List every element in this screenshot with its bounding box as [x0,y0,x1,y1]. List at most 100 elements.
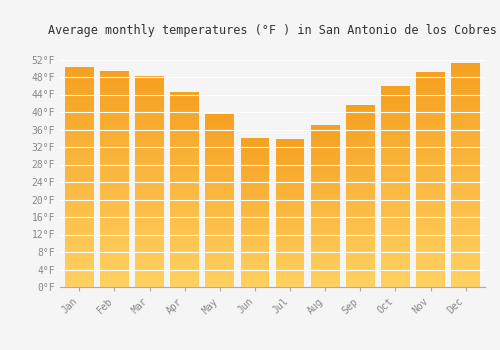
Bar [416,189,445,190]
Bar [416,197,445,198]
Bar [276,243,304,244]
Bar [381,196,410,197]
Bar [65,248,94,250]
Bar [276,221,304,222]
Bar [170,244,199,245]
Bar [452,148,480,149]
Bar [135,98,164,99]
Bar [240,157,270,158]
Bar [240,187,270,188]
Bar [346,226,374,227]
Bar [206,214,234,215]
Bar [452,87,480,88]
Bar [206,187,234,188]
Bar [381,277,410,278]
Bar [170,282,199,283]
Bar [381,151,410,152]
Bar [100,140,129,141]
Bar [100,163,129,164]
Bar [381,232,410,233]
Bar [206,226,234,227]
Bar [100,189,129,190]
Bar [276,248,304,249]
Bar [170,223,199,224]
Title: Average monthly temperatures (°F ) in San Antonio de los Cobres: Average monthly temperatures (°F ) in Sa… [48,24,497,37]
Bar [100,243,129,244]
Bar [452,149,480,150]
Bar [311,157,340,158]
Bar [346,165,374,166]
Bar [206,225,234,226]
Bar [381,231,410,232]
Bar [100,215,129,216]
Bar [311,202,340,203]
Bar [206,273,234,274]
Bar [170,200,199,201]
Bar [452,222,480,223]
Bar [206,143,234,144]
Bar [416,176,445,177]
Bar [135,153,164,154]
Bar [276,218,304,219]
Bar [452,271,480,272]
Bar [416,118,445,119]
Bar [135,232,164,233]
Bar [452,132,480,133]
Bar [416,130,445,131]
Bar [346,244,374,245]
Bar [170,283,199,284]
Bar [452,206,480,208]
Bar [100,253,129,255]
Bar [170,255,199,256]
Bar [416,228,445,229]
Bar [381,160,410,161]
Bar [206,279,234,280]
Bar [346,202,374,203]
Bar [100,205,129,206]
Bar [65,208,94,209]
Bar [100,231,129,232]
Bar [276,269,304,270]
Bar [311,150,340,151]
Bar [416,120,445,121]
Bar [416,162,445,163]
Bar [416,181,445,182]
Bar [416,153,445,154]
Bar [206,235,234,236]
Bar [276,169,304,170]
Bar [452,214,480,216]
Bar [452,236,480,237]
Bar [170,100,199,101]
Bar [206,157,234,158]
Bar [100,274,129,275]
Bar [100,206,129,207]
Bar [206,207,234,208]
Bar [346,266,374,267]
Bar [346,114,374,116]
Bar [346,225,374,226]
Bar [65,104,94,105]
Bar [65,170,94,172]
Bar [170,159,199,160]
Bar [452,161,480,162]
Bar [100,135,129,136]
Bar [452,114,480,115]
Bar [65,168,94,169]
Bar [311,256,340,257]
Bar [65,188,94,189]
Bar [311,185,340,186]
Bar [381,140,410,141]
Bar [452,68,480,69]
Bar [346,272,374,273]
Bar [311,265,340,266]
Bar [276,230,304,231]
Bar [100,91,129,92]
Bar [135,120,164,121]
Bar [381,233,410,234]
Bar [381,182,410,183]
Bar [206,122,234,123]
Bar [65,238,94,239]
Bar [100,223,129,224]
Bar [240,152,270,153]
Bar [311,148,340,149]
